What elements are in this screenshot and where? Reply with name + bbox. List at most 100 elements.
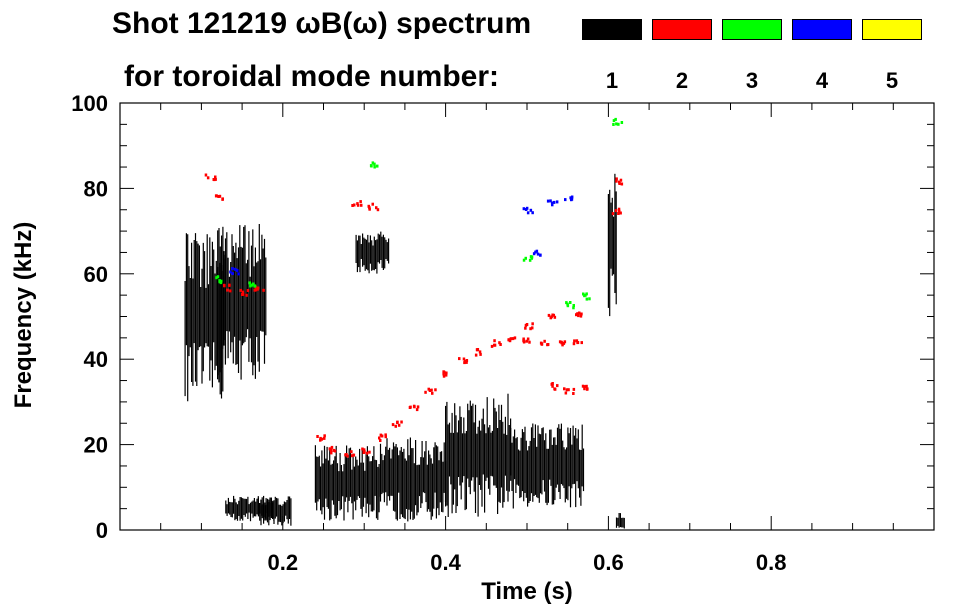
spectrum-point xyxy=(550,315,553,319)
spectrum-point xyxy=(434,388,437,392)
spectrum-point xyxy=(213,178,216,182)
spectrum-point xyxy=(546,343,550,346)
spectrum-point xyxy=(525,339,528,343)
spectrum-point xyxy=(579,314,583,318)
spectrum-point xyxy=(458,357,461,361)
spectrum-point xyxy=(513,336,517,340)
series-n=2 xyxy=(204,173,624,458)
y-tick-label: 100 xyxy=(71,91,108,116)
spectrum-point xyxy=(409,405,412,409)
spectrum-point xyxy=(204,173,208,177)
spectrum-point xyxy=(569,196,572,200)
spectrum-point xyxy=(618,182,621,185)
spectrum-point xyxy=(463,361,466,365)
spectrum-point xyxy=(556,384,559,388)
legend-swatch-4 xyxy=(792,19,852,40)
spectrum-point xyxy=(536,252,540,256)
spectrum-point xyxy=(319,436,322,440)
spectrum-point xyxy=(522,337,525,341)
spectrum-point xyxy=(234,267,237,271)
spectrum-point xyxy=(508,339,512,343)
spectrum-point xyxy=(241,290,245,294)
spectrum-point xyxy=(465,360,468,364)
spectrum-point xyxy=(585,387,589,391)
spectrum-point xyxy=(375,206,378,210)
spectrum-point xyxy=(615,177,618,181)
spectrum-point xyxy=(566,304,570,308)
spectrum-point xyxy=(535,249,539,253)
spectrum-point xyxy=(346,454,349,458)
series-n=1-region-3 xyxy=(257,495,292,526)
spectrum-point xyxy=(526,211,530,215)
legend-swatch-3 xyxy=(722,19,782,40)
spectrum-point xyxy=(531,322,534,326)
spectrum-point xyxy=(614,209,618,213)
spectrum-point xyxy=(522,258,526,262)
spectrum-point xyxy=(237,272,240,276)
spectrum-point xyxy=(384,433,387,437)
spectrum-point xyxy=(352,453,356,457)
spectrum-point xyxy=(528,258,532,262)
spectrum-point xyxy=(620,121,624,124)
spectrum-point xyxy=(615,179,618,183)
y-tick-label: 60 xyxy=(84,262,108,287)
spectrum-point xyxy=(214,194,218,198)
series-n=1-region-5 xyxy=(355,231,390,274)
spectrum-point xyxy=(565,388,569,392)
spectrum-point xyxy=(351,204,354,207)
spectrum-point xyxy=(531,211,534,215)
spectrum-point xyxy=(612,119,616,123)
spectrum-point xyxy=(371,202,374,206)
spectrum-point xyxy=(614,117,617,121)
legend-swatch-5 xyxy=(862,19,922,40)
spectrum-point xyxy=(218,194,222,198)
spectrum-point xyxy=(361,447,364,451)
spectrum-point xyxy=(362,448,366,452)
spectrum-point xyxy=(612,123,615,126)
spectrum-point xyxy=(566,302,569,306)
spectrum-point xyxy=(580,312,583,316)
spectrum-point xyxy=(229,270,232,274)
spectrum-point xyxy=(316,435,319,438)
legend-swatch-1 xyxy=(582,19,642,40)
spectrum-point xyxy=(493,339,496,343)
spectrum-point xyxy=(333,449,337,453)
spectrum-point xyxy=(396,421,399,425)
spectrum-point xyxy=(553,315,557,319)
spectrum-point xyxy=(572,387,576,391)
spectrum-point xyxy=(528,340,531,344)
spectrum-point xyxy=(223,283,226,287)
spectrum-point xyxy=(371,161,375,165)
spectrum-point xyxy=(378,436,381,440)
spectrum-point xyxy=(380,434,384,438)
spectrum-point xyxy=(391,423,395,427)
series-n=1-region-1 xyxy=(217,224,267,380)
spectrum-point xyxy=(617,122,620,126)
series-n=1-region-10 xyxy=(615,513,625,529)
spectrum-point xyxy=(442,374,446,378)
spectrum-point xyxy=(253,284,257,288)
spectrum-point xyxy=(376,164,379,168)
spectrum-point xyxy=(617,212,620,215)
spectrum-marks xyxy=(184,117,625,529)
spectrum-point xyxy=(585,297,589,301)
spectrum-point xyxy=(368,206,371,210)
spectrum-point xyxy=(373,162,376,166)
spectrum-point xyxy=(524,256,527,260)
spectrum-point xyxy=(551,203,554,207)
spectrum-point xyxy=(363,450,366,454)
spectrum-point xyxy=(479,352,482,356)
series-n=4 xyxy=(229,195,574,276)
spectrum-point xyxy=(415,408,419,412)
spectrum-point xyxy=(531,326,534,330)
spectrum-point xyxy=(619,178,623,182)
spectrum-point xyxy=(214,177,217,181)
spectrum-point xyxy=(356,203,360,207)
spectrum-point xyxy=(246,289,250,292)
spectrum-point xyxy=(236,268,239,272)
legend-label-4: 4 xyxy=(815,68,829,93)
y-tick-label: 20 xyxy=(84,433,108,458)
spectrum-point xyxy=(560,340,563,344)
x-tick-label: 0.8 xyxy=(756,550,787,575)
spectrum-point xyxy=(499,343,502,346)
